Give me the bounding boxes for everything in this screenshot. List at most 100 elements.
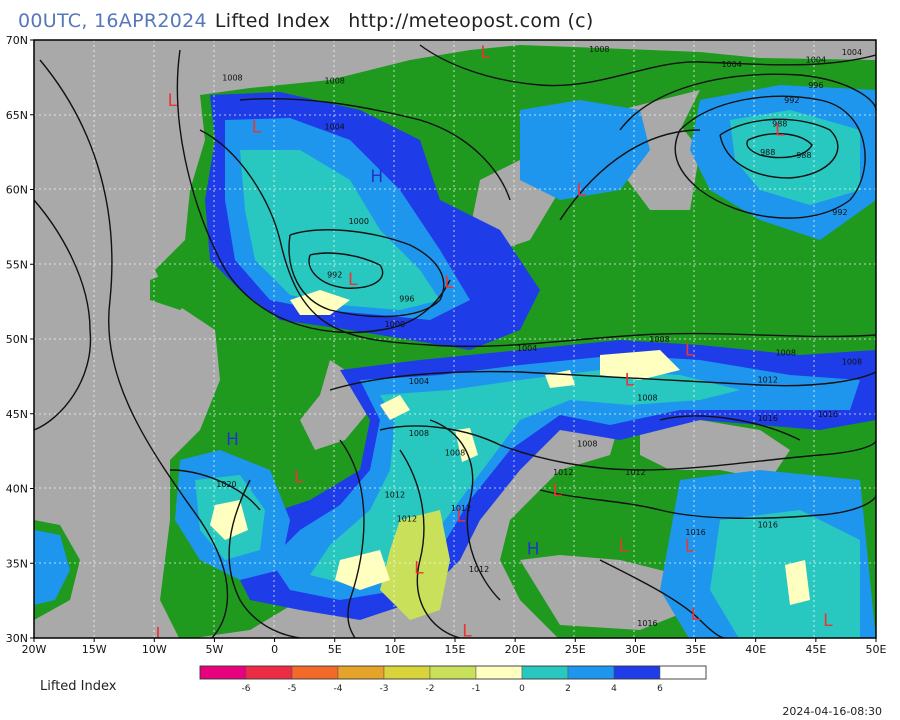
source-url: http://meteopost.com (c) bbox=[348, 10, 594, 32]
isobar-label: 1016 bbox=[758, 414, 778, 423]
lon-label: 45E bbox=[805, 643, 826, 656]
isobar-label: 1008 bbox=[637, 393, 657, 402]
isobar-label: 1008 bbox=[409, 429, 429, 438]
lon-label: 40E bbox=[745, 643, 766, 656]
isobars bbox=[34, 44, 876, 638]
isobar-label: 1016 bbox=[818, 410, 838, 419]
latitude-axis: 70N 65N 60N 55N 50N 45N 40N 35N 30N bbox=[6, 34, 34, 645]
isobar-label: 992 bbox=[327, 271, 342, 280]
timestamp: 2024-04-16-08:30 bbox=[782, 705, 882, 718]
legend-swatch bbox=[613, 665, 661, 680]
low-marker: L bbox=[444, 273, 454, 293]
low-marker: L bbox=[294, 468, 304, 488]
low-marker: L bbox=[691, 605, 701, 625]
isobar-label: 1016 bbox=[758, 520, 778, 529]
lat-label: 45N bbox=[6, 408, 28, 421]
isobar-label: 1012 bbox=[451, 504, 471, 513]
low-marker: L bbox=[168, 91, 178, 111]
isobar-label: 1008 bbox=[776, 348, 796, 357]
isobar-label: 1012 bbox=[625, 468, 645, 477]
lat-label: 65N bbox=[6, 109, 28, 122]
lat-label: 55N bbox=[6, 258, 28, 271]
lon-label: 0 bbox=[271, 643, 278, 656]
isobar-label: 988 bbox=[772, 120, 787, 129]
isobar-label: 1012 bbox=[758, 375, 778, 384]
lon-label: 10E bbox=[384, 643, 405, 656]
low-marker: L bbox=[553, 481, 563, 501]
legend-tick-label: 0 bbox=[519, 684, 525, 694]
legend-tick-label: -5 bbox=[288, 684, 297, 694]
low-marker: L bbox=[619, 536, 629, 556]
lat-label: 35N bbox=[6, 557, 28, 570]
high-centers: H H H bbox=[226, 167, 540, 559]
isobar-label: 1004 bbox=[409, 377, 429, 386]
lifted-index-shading bbox=[34, 85, 876, 638]
low-marker: L bbox=[462, 622, 472, 642]
lon-label: 5E bbox=[328, 643, 342, 656]
lon-label: 10W bbox=[142, 643, 167, 656]
isobar-label: 1020 bbox=[216, 480, 236, 489]
map-title: 00UTC, 16APR2024 Lifted Index http://meteo… bbox=[18, 10, 594, 32]
legend-swatch bbox=[659, 665, 707, 680]
lon-label: 15E bbox=[445, 643, 466, 656]
lon-label: 5W bbox=[205, 643, 223, 656]
isobar-label: 996 bbox=[399, 295, 414, 304]
low-marker: L bbox=[685, 340, 695, 360]
isobar-label: 1000 bbox=[385, 320, 405, 329]
isobar-label: 1016 bbox=[685, 528, 705, 537]
legend-tick-label: -1 bbox=[472, 684, 481, 694]
low-marker: L bbox=[456, 506, 466, 526]
low-marker: L bbox=[775, 121, 785, 141]
isobar-label: 1008 bbox=[445, 449, 465, 458]
legend-swatch bbox=[383, 665, 431, 680]
lat-lon-grid bbox=[34, 40, 876, 638]
isobar-label: 1004 bbox=[517, 344, 537, 353]
legend-swatch bbox=[337, 665, 385, 680]
isobar-label: 1004 bbox=[325, 123, 345, 132]
isobar-label: 992 bbox=[832, 208, 847, 217]
longitude-axis: 20W 15W 10W 5W 0 5E 10E 15E 20E 25E 30E 35E 40E 45E 50… bbox=[22, 638, 887, 656]
isobar-label: 996 bbox=[808, 81, 823, 90]
isobar-label: 1012 bbox=[385, 490, 405, 499]
low-marker: L bbox=[823, 611, 833, 631]
isobar-label: 1004 bbox=[721, 60, 741, 69]
low-centers: L L L L L L L L L L L L L L L L L L L bbox=[156, 43, 834, 645]
product-name: Lifted Index bbox=[214, 10, 331, 32]
low-marker: L bbox=[156, 625, 166, 645]
isobar-label: 1008 bbox=[589, 45, 609, 54]
legend-border bbox=[199, 665, 707, 680]
lon-label: 50E bbox=[866, 643, 887, 656]
isobar-label: 1004 bbox=[842, 48, 862, 57]
run-time: 00UTC, 16APR2024 bbox=[18, 10, 207, 32]
lon-label: 35E bbox=[685, 643, 706, 656]
legend-tick-label: 6 bbox=[657, 684, 663, 694]
lon-label: 30E bbox=[625, 643, 646, 656]
lon-label: 20E bbox=[505, 643, 526, 656]
isobar-label: 992 bbox=[784, 96, 799, 105]
lat-label: 30N bbox=[6, 632, 28, 645]
isobar-label: 1008 bbox=[325, 76, 345, 85]
legend-swatch bbox=[199, 665, 247, 680]
isobar-label: 1008 bbox=[649, 335, 669, 344]
legend-tick-label: -3 bbox=[380, 684, 389, 694]
lon-label: 25E bbox=[565, 643, 586, 656]
low-marker: L bbox=[685, 536, 695, 556]
low-marker: L bbox=[348, 270, 358, 290]
legend-swatch bbox=[291, 665, 339, 680]
isobar-label: 988 bbox=[760, 148, 775, 157]
legend-tick-label: 4 bbox=[611, 684, 617, 694]
lat-label: 70N bbox=[6, 34, 28, 47]
legend-tick-label: -6 bbox=[242, 684, 251, 694]
low-marker: L bbox=[625, 370, 635, 390]
isobar-label: 1004 bbox=[806, 55, 826, 64]
legend-title: Lifted Index bbox=[40, 679, 117, 694]
legend-swatch bbox=[429, 665, 477, 680]
legend-tick-label: 2 bbox=[565, 684, 571, 694]
low-marker: L bbox=[577, 181, 587, 201]
isobar-label: 1012 bbox=[469, 565, 489, 574]
legend-tick-label: -4 bbox=[334, 684, 343, 694]
isobar-label: 1008 bbox=[577, 440, 597, 449]
legend-swatch bbox=[245, 665, 293, 680]
isobar-label: 1012 bbox=[553, 468, 573, 477]
